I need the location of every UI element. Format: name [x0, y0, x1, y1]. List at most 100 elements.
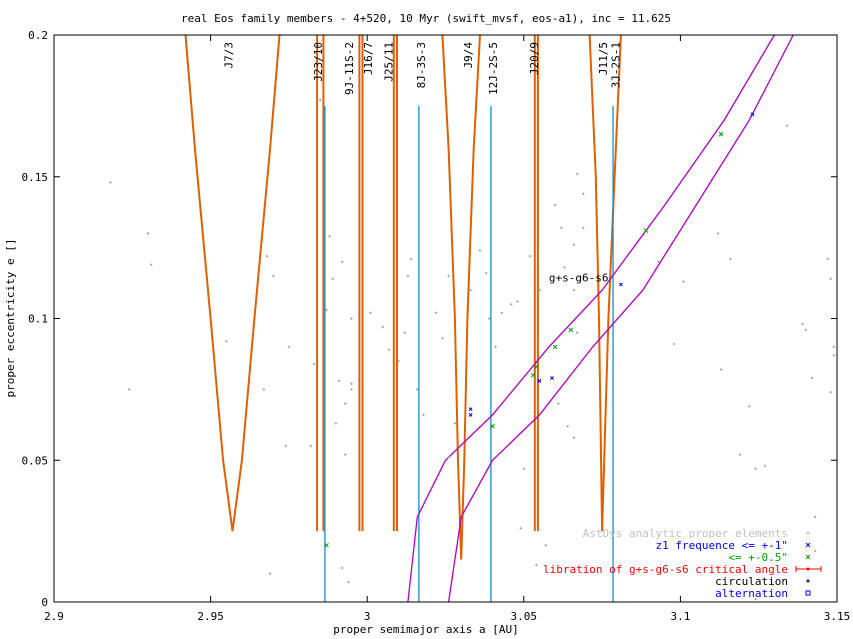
proper-element-point — [350, 382, 353, 385]
proper-element-point — [575, 331, 579, 334]
proper-element-point — [331, 277, 334, 281]
proper-element-point — [453, 422, 457, 425]
z1-05-point — [533, 364, 539, 370]
resonance-border-left — [588, 34, 604, 532]
proper-element-point — [826, 257, 829, 261]
proper-element-point — [146, 232, 150, 235]
proper-element-point — [510, 303, 513, 306]
proper-element-point — [572, 243, 576, 246]
secular-border — [407, 34, 775, 603]
proper-element-point — [272, 274, 275, 278]
proper-element-point — [478, 249, 482, 252]
proper-element-point — [225, 339, 228, 343]
z1-1-point-b — [468, 412, 473, 417]
legend-marker — [806, 579, 810, 583]
proper-element-point — [801, 322, 804, 326]
proper-element-point — [309, 444, 313, 448]
z1-1-point — [750, 112, 755, 117]
proper-element-point — [682, 280, 685, 283]
x-tick-label: 3.05 — [511, 610, 538, 623]
resonance-label: J9/4 — [462, 42, 475, 69]
proper-element-point — [519, 527, 522, 530]
proper-element-point — [729, 257, 732, 261]
z1-05-point — [568, 327, 574, 333]
proper-element-point — [832, 354, 836, 357]
proper-element-point — [447, 456, 450, 459]
proper-element-point — [328, 235, 331, 238]
proper-element-point — [500, 311, 504, 315]
legend-label: z1 frequence <= +-1" — [656, 539, 788, 552]
z1-1-point-b — [537, 378, 542, 383]
z1-05-point — [643, 228, 649, 233]
proper-element-point — [557, 402, 560, 405]
x-tick-label: 2.95 — [197, 610, 224, 623]
resonance-label: 12J-2S-5 — [487, 42, 500, 95]
proper-element-point — [748, 405, 751, 408]
resonance-label: J7/3 — [223, 42, 236, 69]
z1-1-point — [537, 378, 542, 383]
legend-marker — [805, 542, 811, 548]
z1-05-point-b — [530, 372, 536, 378]
legend-item: libration of g+s-g6-s6 critical angle — [543, 563, 822, 576]
z1-1-point — [468, 412, 473, 417]
proper-element-point — [109, 181, 112, 184]
x-axis-label: proper semimajor axis a [AU] — [333, 623, 518, 636]
z1-05-point-b — [718, 131, 724, 137]
proper-element-point — [672, 342, 676, 346]
proper-element-point — [716, 232, 720, 235]
proper-element-point — [572, 288, 576, 292]
proper-element-point — [312, 362, 316, 366]
proper-element-point — [149, 263, 153, 266]
y-tick-label: 0.2 — [28, 29, 48, 42]
resonance-border-right — [460, 34, 481, 560]
proper-element-point — [572, 436, 576, 439]
proper-element-point — [560, 226, 563, 229]
legend-label: AstDys analytic proper elements — [583, 527, 788, 540]
z1-05-point-b — [324, 542, 329, 548]
proper-element-point — [350, 388, 353, 391]
legend-marker — [806, 531, 810, 535]
proper-element-point — [566, 425, 569, 428]
proper-element-point — [434, 311, 438, 315]
x-tick-label: 3.15 — [824, 610, 851, 623]
legend-item: z1 frequence <= +-1" — [656, 539, 811, 552]
z1-1-point — [550, 376, 554, 380]
resonance-label: J11/5 — [597, 42, 610, 75]
proper-element-point — [387, 348, 391, 351]
y-tick-label: 0.1 — [28, 313, 48, 326]
resonance-label: J16/7 — [362, 42, 375, 75]
legend-marker-dot — [806, 567, 810, 571]
z1-05-point — [552, 344, 558, 350]
proper-element-point — [738, 453, 742, 456]
y-tick-label: 0 — [41, 596, 48, 609]
proper-element-point — [422, 413, 425, 417]
proper-element-point — [829, 391, 832, 394]
resonance-label: 9J-11S-2 — [343, 42, 356, 95]
proper-element-point — [582, 192, 585, 195]
z1-05-point-b — [533, 364, 539, 370]
z1-1-point — [468, 407, 473, 412]
legend-label: libration of g+s-g6-s6 critical angle — [543, 563, 788, 576]
proper-element-point — [535, 563, 538, 567]
proper-element-point — [488, 317, 491, 320]
proper-element-point — [813, 515, 817, 519]
legend-marker — [805, 590, 811, 596]
z1-05-point-b — [552, 344, 558, 350]
secular-label: g+s-g6-s6 — [549, 272, 609, 285]
resonance-label: J23/10 — [312, 42, 325, 82]
proper-element-point — [528, 254, 532, 258]
proper-element-point — [575, 172, 579, 176]
z1-1-point-b — [618, 282, 623, 287]
proper-element-point — [494, 345, 497, 349]
proper-element-point — [829, 277, 832, 281]
legend-label: alternation — [715, 587, 788, 600]
proper-element-point — [369, 311, 372, 315]
plot-frame — [53, 34, 838, 603]
y-tick-label: 0.05 — [22, 454, 49, 467]
proper-element-point — [754, 467, 757, 470]
proper-element-point — [522, 467, 525, 470]
resonance-border-right — [231, 34, 281, 532]
proper-element-point — [582, 226, 585, 229]
proper-element-point — [397, 359, 400, 363]
